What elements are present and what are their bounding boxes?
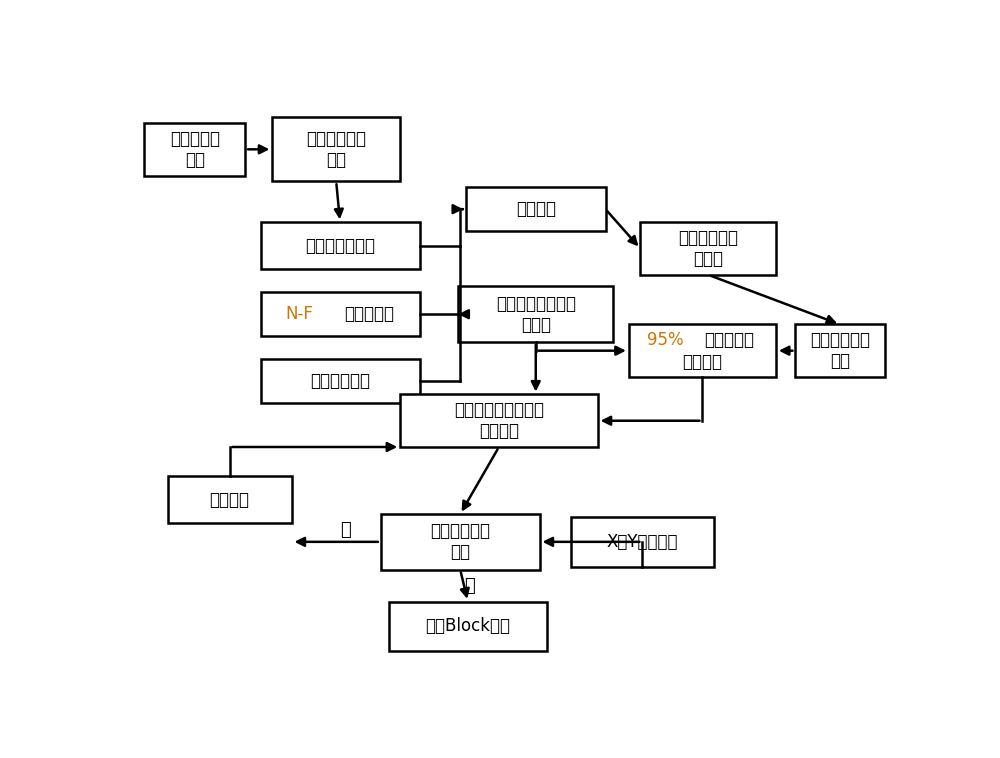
Bar: [571, 517, 714, 567]
Text: 信号采集及
处理: 信号采集及 处理: [170, 130, 220, 169]
Bar: [400, 394, 598, 447]
Text: 外推后各级载荷对应
的损伤值: 外推后各级载荷对应 的损伤值: [454, 401, 544, 440]
Bar: [168, 476, 292, 523]
Bar: [795, 324, 885, 377]
Bar: [458, 287, 613, 342]
Text: X、Y向损伤比: X、Y向损伤比: [607, 533, 678, 551]
Text: 损伤等效: 损伤等效: [210, 490, 250, 509]
Text: 最终Block矩阵: 最终Block矩阵: [425, 618, 510, 635]
Bar: [629, 324, 776, 377]
Text: 各级载荷对应
的频数: 各级载荷对应 的频数: [678, 229, 738, 268]
Text: 各级载荷对应的疲
劳寿命: 各级载荷对应的疲 劳寿命: [496, 295, 576, 334]
Text: 是: 是: [464, 577, 475, 595]
Text: 转化为载荷矩阵: 转化为载荷矩阵: [305, 236, 375, 255]
Bar: [144, 123, 245, 176]
Text: 双对数曲线: 双对数曲线: [345, 305, 395, 323]
Bar: [466, 187, 606, 231]
Text: 是否满足次数
要求: 是否满足次数 要求: [430, 522, 490, 561]
Bar: [261, 359, 420, 403]
Bar: [272, 117, 400, 181]
Text: 分位外推: 分位外推: [682, 353, 722, 371]
Bar: [388, 602, 547, 651]
Bar: [381, 514, 540, 569]
Bar: [640, 222, 776, 275]
Text: 否: 否: [340, 522, 351, 539]
Text: 雨流矩阵（应
变）: 雨流矩阵（应 变）: [306, 130, 366, 169]
Text: 信号雨流循环
外推: 信号雨流循环 外推: [810, 331, 870, 370]
Text: 损伤矩阵: 损伤矩阵: [516, 200, 556, 218]
Text: N-F: N-F: [286, 305, 314, 323]
Text: 莫洛均值修正: 莫洛均值修正: [310, 372, 370, 390]
Bar: [261, 293, 420, 336]
Bar: [261, 222, 420, 269]
Text: 置信水平百: 置信水平百: [704, 331, 755, 349]
Text: 95%: 95%: [647, 331, 683, 349]
